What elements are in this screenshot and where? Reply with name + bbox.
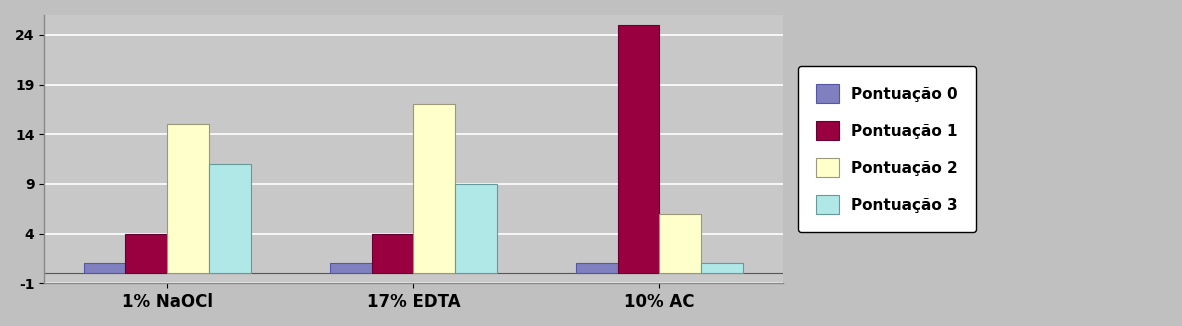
Bar: [455, 184, 498, 273]
Bar: [330, 263, 371, 273]
Bar: [414, 104, 455, 273]
Bar: [168, 124, 209, 273]
Bar: [701, 263, 743, 273]
Bar: [209, 164, 251, 273]
Legend: Pontuação 0, Pontuação 1, Pontuação 2, Pontuação 3: Pontuação 0, Pontuação 1, Pontuação 2, P…: [798, 66, 976, 232]
Bar: [618, 25, 660, 273]
Bar: [371, 234, 414, 273]
Bar: [84, 263, 125, 273]
Bar: [125, 234, 168, 273]
Bar: [576, 263, 618, 273]
Bar: [660, 214, 701, 273]
